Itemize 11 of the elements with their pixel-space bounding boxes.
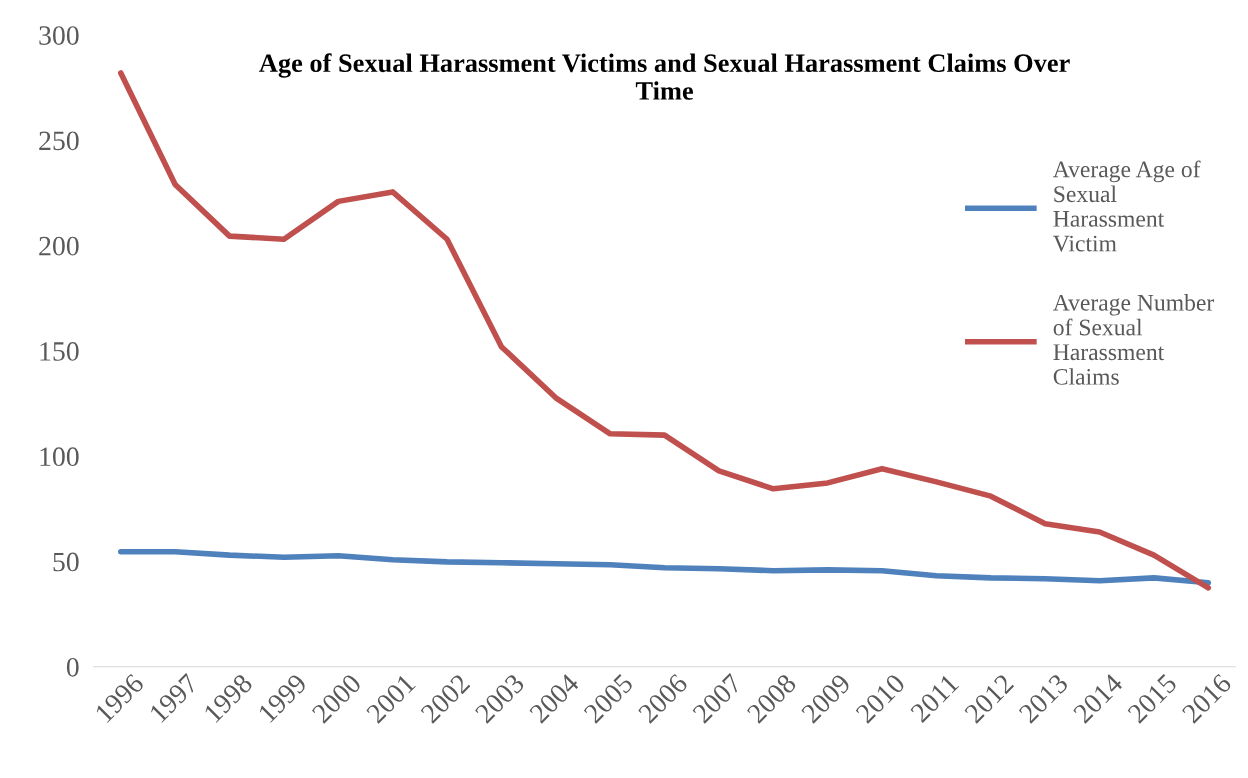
y-tick-label: 150 xyxy=(40,342,79,361)
y-tick-label: 300 xyxy=(39,26,79,45)
y-tick-label: 200 xyxy=(39,236,79,256)
x-tick-label: 2011 xyxy=(909,673,960,724)
legend-label: Average Number of Sexual Harassment Claims xyxy=(1053,294,1215,385)
y-tick-label: 50 xyxy=(53,552,79,572)
y-tick-label: 100 xyxy=(40,447,79,467)
text: Age of Sexual Harassment Victims and Sexual Harassment Claims Over Time xyxy=(259,53,1070,100)
y-tick-label: 250 xyxy=(39,131,79,151)
legend-label: Average Age of Sexual Harassment Victim xyxy=(1053,160,1201,252)
y-tick-label: 0 xyxy=(66,657,79,677)
